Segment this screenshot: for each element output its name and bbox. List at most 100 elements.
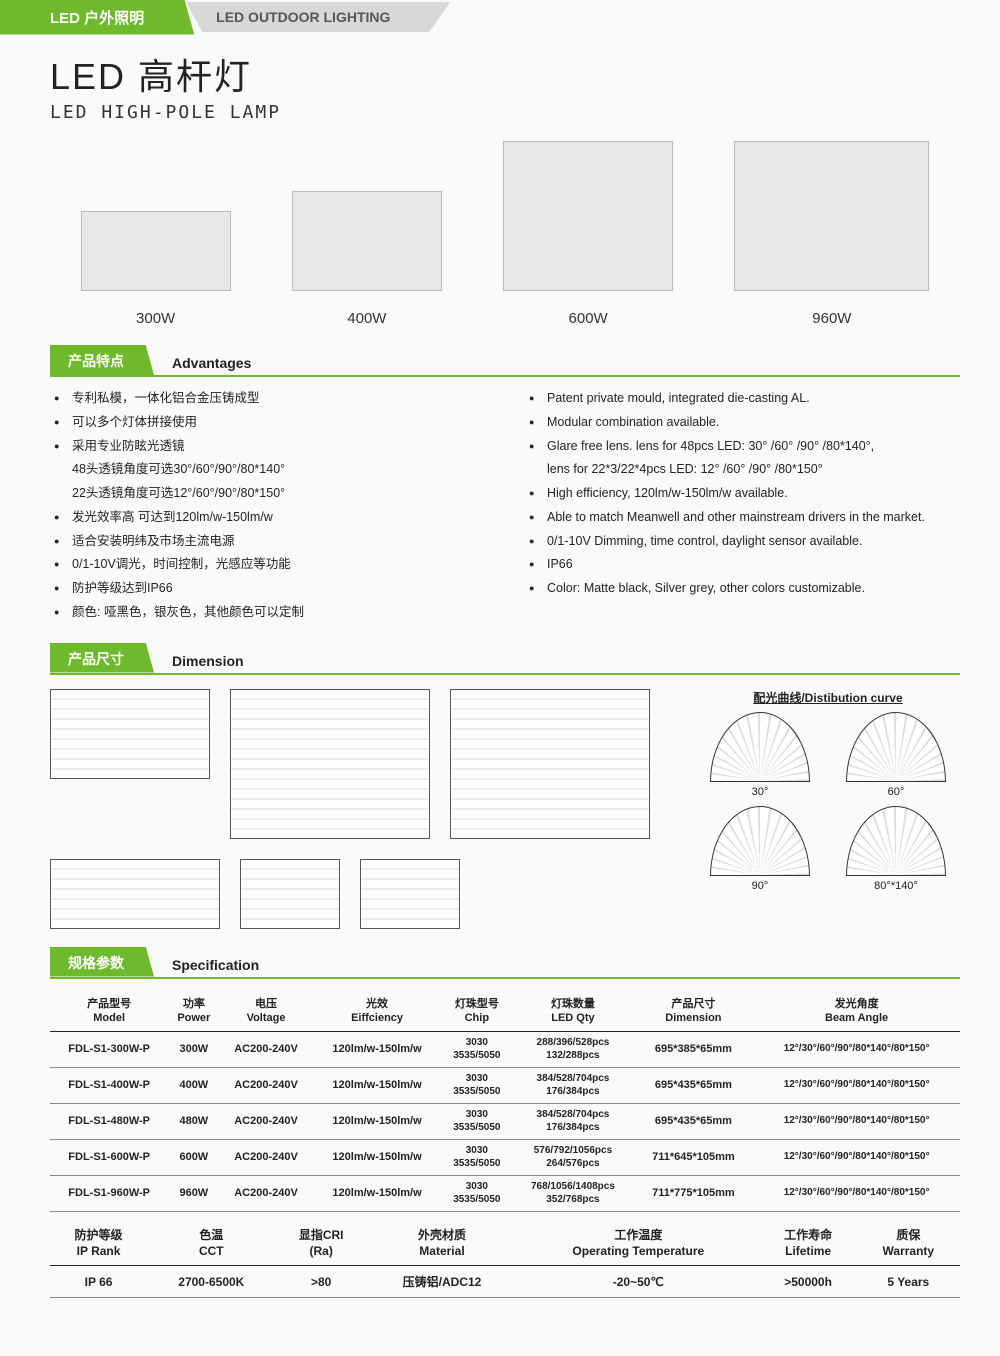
- cell-qty: 576/792/1056pcs264/576pcs: [512, 1140, 633, 1176]
- cell-eff: 120lm/w-150lm/w: [313, 1104, 442, 1140]
- table-header: 灯珠型号Chip: [441, 991, 512, 1032]
- distribution-title: 配光曲线/Distibution curve: [696, 689, 960, 706]
- distribution-label: 30°: [696, 786, 824, 798]
- specification-table: 产品型号Model功率Power电压Voltage光效Eiffciency灯珠型…: [50, 991, 960, 1213]
- product-image: [292, 191, 442, 291]
- product-label: 300W: [81, 310, 231, 327]
- cell-model: FDL-S1-400W-P: [50, 1068, 168, 1104]
- cell-eff: 120lm/w-150lm/w: [313, 1140, 442, 1176]
- dimension-area: 配光曲线/Distibution curve 30° 60° 90° 80°*140°: [50, 689, 960, 929]
- tech-drawing: [230, 689, 430, 839]
- table-row: FDL-S1-300W-P 300W AC200-240V 120lm/w-15…: [50, 1032, 960, 1068]
- cell-angle: 12°/30°/60°/90°/80*140°/80*150°: [753, 1068, 960, 1104]
- advantage-item: 发光效率高 可达到120lm/w-150lm/w: [54, 506, 485, 530]
- product-label: 400W: [292, 310, 442, 327]
- cell-eff: 120lm/w-150lm/w: [313, 1032, 442, 1068]
- table-header: 光效Eiffciency: [313, 991, 442, 1032]
- page-title-cn: LED 高杆灯: [50, 48, 960, 100]
- advantages-en: Patent private mould, integrated die-cas…: [525, 387, 960, 625]
- table-header: 工作寿命Lifetime: [760, 1222, 857, 1266]
- page-title-en: LED HIGH-POLE LAMP: [50, 102, 960, 123]
- distribution-item: 60°: [832, 712, 960, 798]
- product-label: 960W: [734, 310, 929, 327]
- product-item: 600W: [503, 141, 673, 327]
- cell-chip: 30303535/5050: [441, 1176, 512, 1212]
- table-header: 色温CCT: [147, 1222, 275, 1266]
- table-row: FDL-S1-960W-P 960W AC200-240V 120lm/w-15…: [50, 1176, 960, 1212]
- cell-qty: 288/396/528pcs132/288pcs: [512, 1032, 633, 1068]
- advantage-item: Patent private mould, integrated die-cas…: [529, 387, 960, 411]
- cell-voltage: AC200-240V: [219, 1104, 312, 1140]
- distribution-label: 80°*140°: [832, 880, 960, 892]
- distribution-chart: [710, 806, 810, 876]
- cell-power: 960W: [168, 1176, 219, 1212]
- cell-eff: 120lm/w-150lm/w: [313, 1068, 442, 1104]
- cell-voltage: AC200-240V: [219, 1140, 312, 1176]
- table-cell: >80: [276, 1266, 367, 1298]
- advantage-item: 适合安装明纬及市场主流电源: [54, 530, 485, 554]
- tech-drawing: [50, 689, 210, 779]
- table-cell: 2700-6500K: [147, 1266, 275, 1298]
- distribution-label: 60°: [832, 786, 960, 798]
- header-tabs: LED 户外照明 LED OUTDOOR LIGHTING: [0, 0, 1000, 34]
- advantage-subitem: 22头透镜角度可选12°/60°/90°/80*150°: [54, 482, 485, 506]
- cell-voltage: AC200-240V: [219, 1068, 312, 1104]
- advantage-item: IP66: [529, 553, 960, 577]
- product-item: 960W: [734, 141, 929, 327]
- cell-qty: 384/528/704pcs176/384pcs: [512, 1068, 633, 1104]
- tech-drawing: [240, 859, 340, 929]
- section-specification-head: 规格参数 Specification: [50, 947, 960, 979]
- cell-dim: 711*775*105mm: [634, 1176, 754, 1212]
- product-item: 300W: [81, 211, 231, 327]
- cell-chip: 30303535/5050: [441, 1032, 512, 1068]
- cell-model: FDL-S1-960W-P: [50, 1176, 168, 1212]
- cell-dim: 711*645*105mm: [634, 1140, 754, 1176]
- section-advantages-head: 产品特点 Advantages: [50, 345, 960, 377]
- table-header: 产品型号Model: [50, 991, 168, 1032]
- table-cell: >50000h: [760, 1266, 857, 1298]
- cell-angle: 12°/30°/60°/90°/80*140°/80*150°: [753, 1176, 960, 1212]
- table-row: FDL-S1-480W-P 480W AC200-240V 120lm/w-15…: [50, 1104, 960, 1140]
- advantage-item: 专利私模，一体化铝合金压铸成型: [54, 387, 485, 411]
- table-header: 电压Voltage: [219, 991, 312, 1032]
- cell-model: FDL-S1-300W-P: [50, 1032, 168, 1068]
- distribution-item: 80°*140°: [832, 806, 960, 892]
- product-image: [503, 141, 673, 291]
- tech-drawing: [360, 859, 460, 929]
- cell-power: 480W: [168, 1104, 219, 1140]
- section-label: Specification: [172, 957, 259, 977]
- distribution-label: 90°: [696, 880, 824, 892]
- table-header: 外壳材质Material: [367, 1222, 517, 1266]
- cell-chip: 30303535/5050: [441, 1140, 512, 1176]
- distribution-chart: [710, 712, 810, 782]
- distribution-curve-area: 配光曲线/Distibution curve 30° 60° 90° 80°*140°: [696, 689, 960, 892]
- advantage-item: Color: Matte black, Silver grey, other c…: [529, 577, 960, 601]
- cell-qty: 768/1056/1408pcs352/768pcs: [512, 1176, 633, 1212]
- cell-angle: 12°/30°/60°/90°/80*140°/80*150°: [753, 1104, 960, 1140]
- cell-chip: 30303535/5050: [441, 1068, 512, 1104]
- table-cell: 压铸铝/ADC12: [367, 1266, 517, 1298]
- cell-qty: 384/528/704pcs176/384pcs: [512, 1104, 633, 1140]
- advantage-item: Glare free lens. lens for 48pcs LED: 30°…: [529, 435, 960, 459]
- distribution-item: 30°: [696, 712, 824, 798]
- section-dimension-head: 产品尺寸 Dimension: [50, 643, 960, 675]
- distribution-chart: [846, 712, 946, 782]
- advantages-cn: 专利私模，一体化铝合金压铸成型可以多个灯体拼接使用采用专业防眩光透镜48头透镜角…: [50, 387, 485, 625]
- table-header: 发光角度Beam Angle: [753, 991, 960, 1032]
- table-row: FDL-S1-600W-P 600W AC200-240V 120lm/w-15…: [50, 1140, 960, 1176]
- cell-voltage: AC200-240V: [219, 1176, 312, 1212]
- product-image: [81, 211, 231, 291]
- cell-power: 300W: [168, 1032, 219, 1068]
- table-cell: IP 66: [50, 1266, 147, 1298]
- table-header: 工作温度Operating Temperature: [517, 1222, 759, 1266]
- cell-dim: 695*435*65mm: [634, 1068, 754, 1104]
- cell-angle: 12°/30°/60°/90°/80*140°/80*150°: [753, 1140, 960, 1176]
- section-tab: 产品尺寸: [50, 643, 154, 673]
- table-header: 功率Power: [168, 991, 219, 1032]
- cell-chip: 30303535/5050: [441, 1104, 512, 1140]
- table-header: 产品尺寸Dimension: [634, 991, 754, 1032]
- tab-cn: LED 户外照明: [0, 0, 194, 35]
- advantage-item: 0/1-10V调光，时间控制，光感应等功能: [54, 553, 485, 577]
- cell-voltage: AC200-240V: [219, 1032, 312, 1068]
- advantage-item: Able to match Meanwell and other mainstr…: [529, 506, 960, 530]
